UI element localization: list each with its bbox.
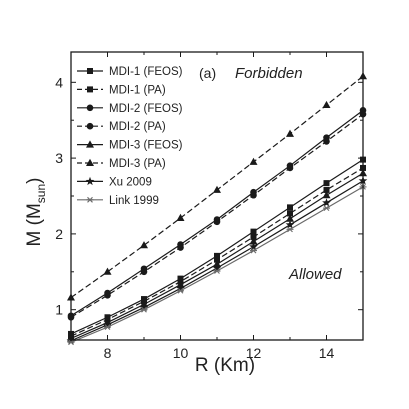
data-point: [322, 100, 331, 109]
data-point: [286, 226, 294, 233]
data-point: [323, 180, 330, 187]
legend-item: Link 1999: [77, 195, 159, 207]
legend-item: MDI-1 (FEOS): [77, 66, 183, 78]
y-axis-title-close: ): [24, 178, 45, 184]
data-point: [140, 306, 148, 313]
data-point: [176, 213, 185, 221]
legend-label: MDI-1 (PA): [109, 84, 166, 96]
x-axis-title: R (Km): [195, 355, 255, 376]
data-point: [104, 291, 111, 299]
legend-item: MDI-2 (FEOS): [77, 103, 183, 115]
data-point: [323, 186, 330, 193]
data-point: [213, 268, 221, 274]
data-point: [177, 244, 184, 251]
legend-marker: [85, 176, 95, 186]
data-point: [323, 205, 330, 212]
y-tick-label: 2: [55, 226, 63, 242]
legend-marker: [86, 122, 94, 130]
legend-item: MDI-1 (PA): [77, 84, 166, 96]
data-point: [249, 237, 258, 245]
legend-label: MDI-3 (FEOS): [109, 140, 183, 152]
y-tick-label: 4: [55, 74, 63, 90]
data-point: [250, 191, 257, 199]
panel-label: (a): [199, 65, 216, 81]
y-axis-title: M (Msun): [24, 178, 48, 247]
data-point: [249, 157, 258, 165]
x-tick-label: 14: [319, 345, 335, 361]
annotation-forbidden: Forbidden: [235, 65, 303, 82]
data-point: [140, 268, 148, 276]
legend-label: Xu 2009: [109, 176, 152, 188]
data-point: [103, 267, 112, 275]
legend-label: MDI-1 (FEOS): [109, 66, 183, 78]
x-tick-label: 10: [173, 345, 189, 361]
legend-label: MDI-2 (FEOS): [109, 103, 183, 115]
data-point: [286, 129, 294, 137]
legend-item: MDI-3 (PA): [77, 158, 166, 170]
data-point: [103, 320, 112, 329]
data-point: [214, 256, 220, 263]
data-point: [322, 191, 331, 199]
legend-item: Xu 2009: [77, 176, 152, 188]
legend: MDI-1 (FEOS) MDI-1 (PA) MDI-2 (FEOS) MDI-2 …: [77, 66, 183, 207]
y-tick-label: 3: [55, 150, 63, 166]
data-point: [249, 242, 258, 251]
data-point: [250, 228, 257, 235]
legend-label: Link 1999: [109, 195, 159, 207]
data-point: [286, 214, 294, 222]
y-tick-label: 1: [55, 302, 63, 318]
data-point: [322, 198, 331, 207]
data-point: [213, 218, 221, 226]
legend-item: MDI-3 (FEOS): [77, 140, 183, 152]
data-point: [213, 185, 221, 193]
legend-marker: [86, 158, 94, 166]
legend-marker: [86, 104, 94, 112]
data-point: [250, 247, 257, 254]
legend-marker: [86, 196, 94, 203]
data-point: [250, 233, 257, 240]
legend-label: MDI-2 (PA): [109, 121, 166, 133]
legend-marker: [86, 140, 94, 148]
legend-item: MDI-2 (PA): [77, 121, 166, 133]
x-tick-label: 12: [246, 345, 262, 361]
legend-label: MDI-3 (PA): [109, 158, 166, 170]
legend-marker: [87, 68, 93, 74]
data-point: [139, 302, 149, 312]
data-point: [176, 283, 185, 293]
data-point: [323, 138, 330, 145]
data-point: [140, 241, 148, 249]
data-point: [285, 220, 295, 229]
annotation-allowed: Allowed: [288, 266, 342, 283]
data-point: [287, 204, 293, 211]
data-point: [286, 164, 294, 172]
data-point: [212, 263, 222, 272]
data-point: [214, 252, 220, 259]
data-point: [177, 275, 184, 282]
y-axis-title-sub: sun: [34, 184, 48, 203]
data-point: [104, 324, 111, 331]
series-link-1999: [67, 184, 367, 346]
legend-marker: [87, 86, 93, 93]
x-tick-label: 8: [104, 345, 112, 361]
data-point: [177, 287, 184, 294]
series-line: [70, 167, 364, 337]
data-point: [287, 210, 293, 217]
y-axis-title-main: M (M: [24, 203, 45, 246]
